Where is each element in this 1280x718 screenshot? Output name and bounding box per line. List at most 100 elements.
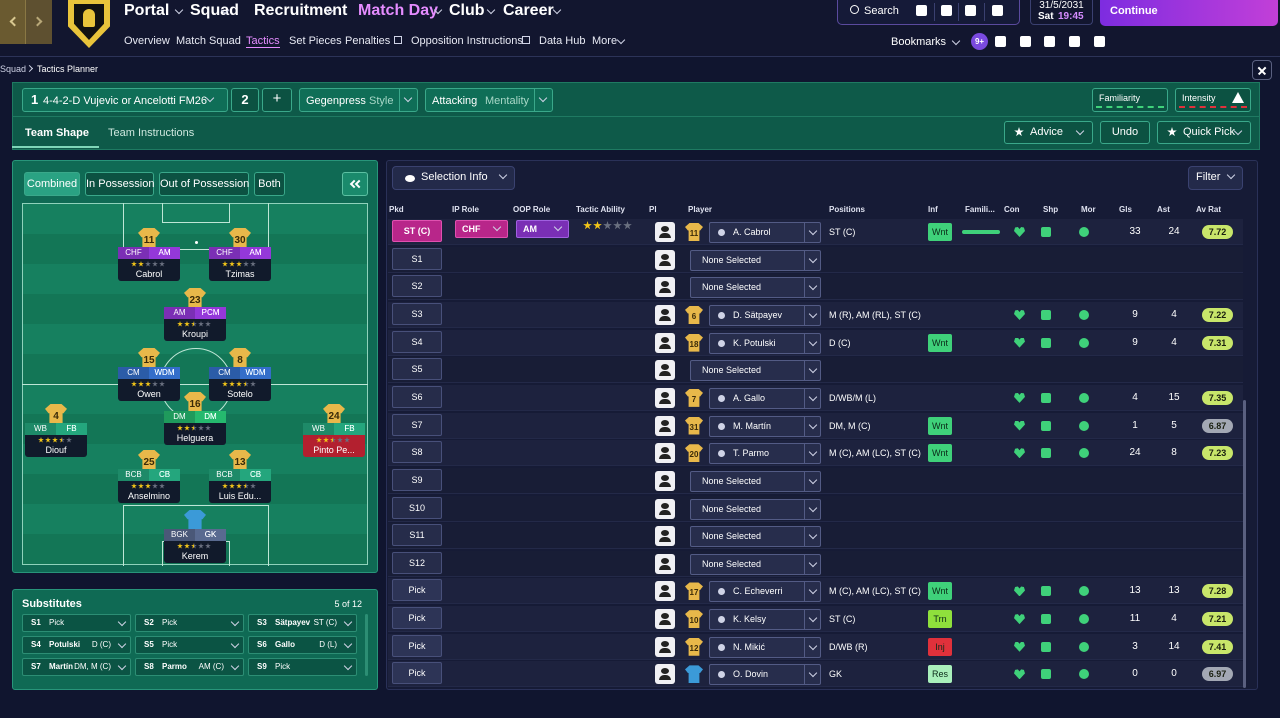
player-select[interactable]: K. Kelsy: [709, 609, 821, 631]
role-tag[interactable]: WB: [25, 423, 56, 435]
role-tag[interactable]: AM: [240, 247, 271, 259]
role-tag[interactable]: FB: [56, 423, 87, 435]
role-tag[interactable]: BGK: [164, 529, 195, 541]
player-info-button[interactable]: [655, 277, 675, 298]
submenu-item[interactable]: Opposition Instructions: [411, 35, 523, 47]
toolbar-icon[interactable]: [916, 5, 927, 16]
player-card[interactable]: Tzimas: [209, 259, 271, 281]
continue-label[interactable]: Continue: [1110, 5, 1158, 17]
column-header[interactable]: Con: [1004, 205, 1020, 214]
player-select[interactable]: N. Mikić: [709, 636, 821, 658]
player-select[interactable]: T. Parmo: [709, 443, 821, 465]
bookmark-icon[interactable]: [1020, 36, 1031, 47]
player-card[interactable]: Pinto Pe...: [303, 435, 365, 457]
column-header[interactable]: Av Rat: [1196, 205, 1222, 214]
pkd-button[interactable]: S4: [392, 330, 442, 353]
pkd-button[interactable]: Pick: [392, 579, 442, 602]
breadcrumb-item[interactable]: Squad: [0, 64, 27, 74]
action-button[interactable]: [1004, 121, 1093, 144]
column-header[interactable]: Pkd: [389, 205, 404, 214]
role-tag[interactable]: DM: [195, 411, 226, 423]
column-header[interactable]: IP Role: [452, 205, 479, 214]
back-button[interactable]: [0, 0, 26, 44]
pkd-button[interactable]: S10: [392, 496, 442, 519]
player-info-button[interactable]: [655, 664, 675, 685]
pkd-button[interactable]: S8: [392, 441, 442, 464]
submenu-item[interactable]: Overview: [124, 35, 170, 47]
menu-item[interactable]: Portal: [124, 2, 170, 19]
player-info-button[interactable]: [655, 387, 675, 408]
player-info-button[interactable]: [655, 249, 675, 270]
submenu-item[interactable]: Tactics: [246, 35, 280, 48]
breadcrumb-item[interactable]: Tactics Planner: [37, 64, 99, 74]
role-tag[interactable]: BCB: [209, 469, 240, 481]
player-select[interactable]: A. Gallo: [709, 387, 821, 409]
player-select[interactable]: O. Dovin: [709, 664, 821, 686]
shape-filter[interactable]: Out of Possession: [159, 172, 249, 196]
menu-item[interactable]: Recruitment: [254, 2, 348, 19]
column-header[interactable]: Gls: [1119, 205, 1132, 214]
player-info-button[interactable]: [655, 609, 675, 630]
pkd-button[interactable]: S3: [392, 302, 442, 325]
role-tag[interactable]: CB: [149, 469, 180, 481]
player-card[interactable]: Anselmino: [118, 481, 180, 503]
selection-info[interactable]: Selection Info: [421, 171, 488, 183]
column-header[interactable]: Player: [688, 205, 713, 214]
role-tag[interactable]: DM: [164, 411, 195, 423]
role-tag[interactable]: CM: [118, 367, 149, 379]
filter-label[interactable]: Filter: [1196, 171, 1221, 183]
player-card[interactable]: Sotelo: [209, 379, 271, 401]
player-select[interactable]: None Selected: [690, 553, 821, 575]
player-info-button[interactable]: [655, 360, 675, 381]
pkd-button[interactable]: ST (C): [392, 220, 442, 242]
column-header[interactable]: Inf: [928, 205, 938, 214]
notifications[interactable]: 9+: [971, 33, 988, 50]
pkd-button[interactable]: Pick: [392, 607, 442, 630]
pkd-button[interactable]: S11: [392, 524, 442, 547]
close-button[interactable]: [1252, 60, 1272, 80]
mentality-select[interactable]: [425, 88, 553, 112]
add-tactic[interactable]: [262, 88, 292, 112]
toolbar-icon[interactable]: [992, 5, 1003, 16]
action-button[interactable]: [1157, 121, 1251, 144]
selection-info-button[interactable]: [392, 166, 515, 190]
player-select[interactable]: D. Sätpayev: [709, 304, 821, 326]
pkd-button[interactable]: Pick: [392, 634, 442, 657]
player-info-button[interactable]: [655, 415, 675, 436]
forward-button[interactable]: [26, 0, 52, 44]
search-button[interactable]: Search: [864, 5, 899, 17]
menu-item[interactable]: Match Day: [358, 2, 439, 19]
role-tag[interactable]: WB: [303, 423, 334, 435]
player-select[interactable]: None Selected: [690, 360, 821, 382]
player-info-button[interactable]: [655, 443, 675, 464]
column-header[interactable]: OOP Role: [513, 205, 551, 214]
player-select[interactable]: None Selected: [690, 277, 821, 299]
filter-button[interactable]: [1188, 166, 1243, 190]
player-card[interactable]: Owen: [118, 379, 180, 401]
sub-slot[interactable]: S7 Martín DM, M (C): [22, 658, 131, 676]
menu-item[interactable]: Career: [503, 2, 554, 19]
player-info-button[interactable]: [655, 304, 675, 325]
submenu-item[interactable]: Set Pieces: [289, 35, 342, 47]
tab[interactable]: Team Instructions: [108, 127, 195, 139]
shape-filter[interactable]: Both: [254, 172, 285, 196]
action-label[interactable]: Quick Pick: [1183, 126, 1235, 138]
player-select[interactable]: None Selected: [690, 498, 821, 520]
player-info-button[interactable]: [655, 222, 675, 242]
pkd-button[interactable]: S9: [392, 468, 442, 491]
toolbar-icon[interactable]: [941, 5, 952, 16]
submenu-item[interactable]: Data Hub: [539, 35, 586, 47]
player-select[interactable]: None Selected: [690, 470, 821, 492]
column-header[interactable]: Tactic Ability: [576, 205, 625, 214]
player-select[interactable]: C. Echeverri: [709, 581, 821, 603]
column-header[interactable]: Shp: [1043, 205, 1059, 214]
role-tag[interactable]: PCM: [195, 307, 226, 319]
scrollbar[interactable]: [1243, 400, 1246, 688]
role-tag[interactable]: CB: [240, 469, 271, 481]
role-tag[interactable]: WDM: [240, 367, 271, 379]
pkd-button[interactable]: S6: [392, 385, 442, 408]
column-header[interactable]: Pl: [649, 205, 657, 214]
sub-slot[interactable]: S4 Potulski D (C): [22, 636, 131, 654]
submenu-item[interactable]: Match Squad: [176, 35, 241, 47]
style-select[interactable]: [299, 88, 418, 112]
